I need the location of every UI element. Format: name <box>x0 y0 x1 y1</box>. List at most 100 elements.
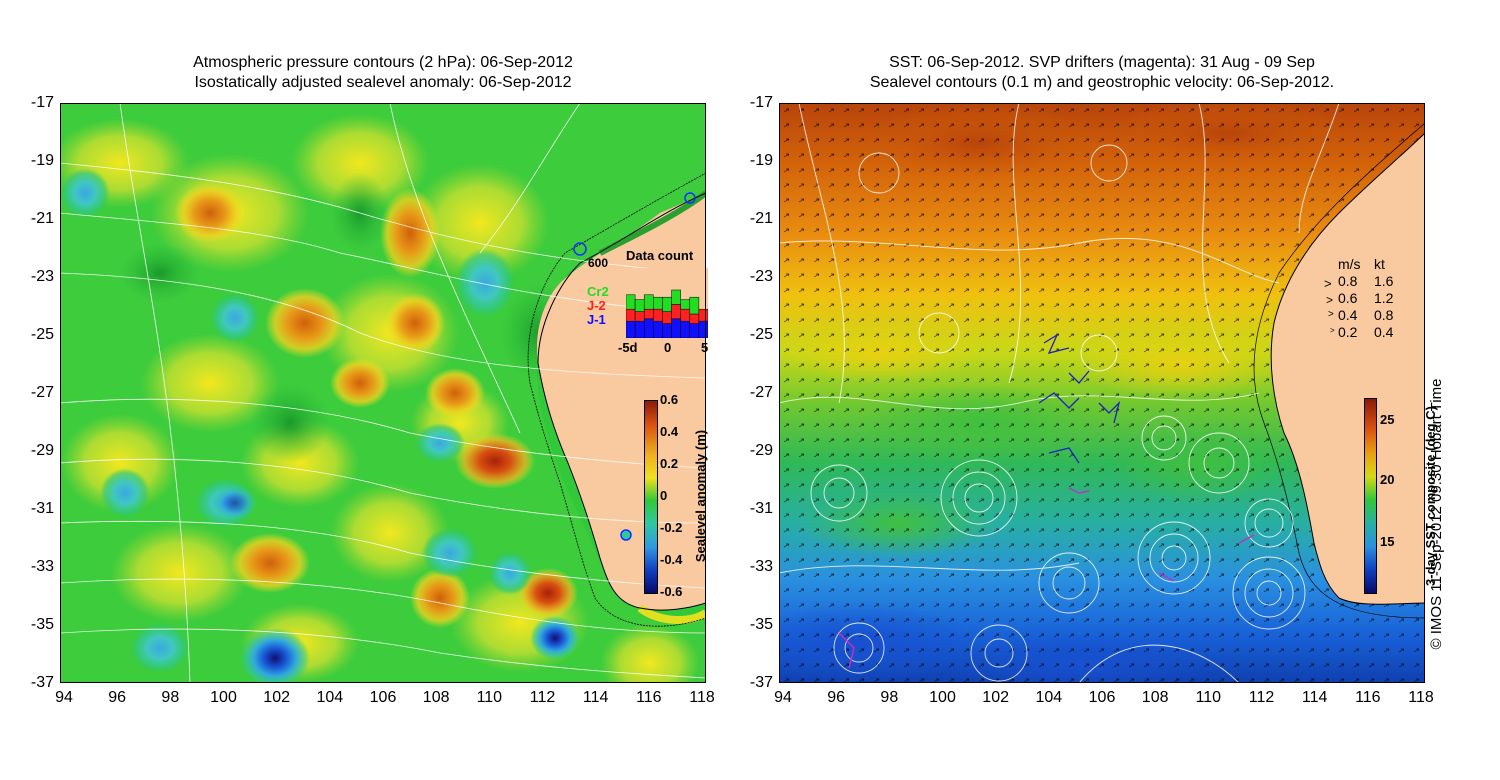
data-count-xtick-5: 5 <box>701 340 709 355</box>
right-lon-tick: 104 <box>1035 689 1063 706</box>
count-bar-j1 <box>680 320 691 338</box>
left-lat-tick: -33 <box>30 558 54 575</box>
left-lat-tick: -37 <box>30 674 54 691</box>
count-bar-j2 <box>680 308 691 322</box>
imos-credit: © IMOS 11-Sep-2012 09:30 Hobart Time <box>1428 378 1445 650</box>
data-count-legend-cr2: Cr2 <box>587 284 609 299</box>
sst-cbar-tick-25: 25 <box>1380 412 1395 427</box>
right-lon-tick: 116 <box>1355 689 1381 706</box>
left-lat-tick: -27 <box>30 384 54 401</box>
count-bar-j2 <box>662 311 672 324</box>
count-bar-cr2 <box>671 289 681 305</box>
right-sst-map <box>779 103 1425 683</box>
sl-cbar-tick-0.4: 0.4 <box>660 424 679 439</box>
count-bar-j2 <box>634 311 645 322</box>
right-lat-tick: -23 <box>749 268 773 285</box>
velocity-key: m/s kt > 0.8 1.6 > 0.6 1.2 > 0.4 0.8 > 0… <box>1324 256 1424 340</box>
velocity-key-arrow-0.4: > <box>1328 309 1334 320</box>
left-lon-tick: 112 <box>529 689 556 706</box>
count-bar-cr2 <box>634 299 645 312</box>
right-lat-tick: -31 <box>749 500 773 517</box>
right-lon-tick: 98 <box>880 689 899 706</box>
right-lat-tick: -29 <box>749 442 773 459</box>
left-lat-tick: -17 <box>30 94 54 111</box>
velocity-key-ms-0.8: 0.8 <box>1338 273 1358 289</box>
left-lat-tick: -19 <box>30 152 54 169</box>
right-lat-tick: -19 <box>749 152 773 169</box>
count-bar-cr2 <box>680 299 691 310</box>
right-title-line2: Sealevel contours (0.1 m) and geostrophi… <box>869 74 1335 91</box>
right-lon-tick: 118 <box>1408 689 1434 706</box>
left-lon-tick: 116 <box>636 689 662 706</box>
left-lon-tick: 106 <box>369 689 397 706</box>
depth-contour-label: 600 <box>588 256 609 270</box>
velocity-key-arrow-0.6: > <box>1326 293 1334 307</box>
count-bar-cr2 <box>689 296 700 315</box>
count-bar-j1 <box>698 320 708 338</box>
right-lat-tick: -17 <box>749 94 773 111</box>
count-bar-j2 <box>698 308 708 322</box>
sst-cbar-tick-20: 20 <box>1380 472 1395 487</box>
velocity-key-kt-0.4: 0.4 <box>1374 324 1394 340</box>
left-lat-tick: -31 <box>30 500 54 517</box>
data-count-title: Data count <box>626 248 694 263</box>
left-lon-tick: 102 <box>263 689 290 706</box>
count-bar-cr2 <box>653 296 663 310</box>
count-bar-j2 <box>671 304 681 320</box>
right-lon-tick: 96 <box>827 689 846 706</box>
velocity-key-ms-0.2: 0.2 <box>1338 324 1358 340</box>
left-lat-tick: -25 <box>30 326 54 343</box>
left-lon-tick: 108 <box>422 689 450 706</box>
right-lon-tick: 110 <box>1195 689 1222 706</box>
data-count-legend-j1: J-1 <box>587 312 606 327</box>
count-bar-cr2 <box>643 294 654 310</box>
right-lon-tick: 94 <box>774 689 792 706</box>
sst-cbar-tick-15: 15 <box>1380 534 1395 549</box>
sst-colorbar <box>1364 398 1377 594</box>
data-count-inset: Data count <box>622 248 708 348</box>
left-lon-tick: 118 <box>689 689 715 706</box>
left-lon-tick: 94 <box>55 689 73 706</box>
right-lat-tick: -25 <box>749 326 773 343</box>
right-lat-tick: -37 <box>749 674 773 691</box>
left-lon-tick: 98 <box>161 689 180 706</box>
left-lon-tick: 110 <box>476 689 503 706</box>
data-count-legend-j2: J-2 <box>587 298 606 313</box>
left-lat-tick: -23 <box>30 268 54 285</box>
count-bar-j1 <box>626 320 636 338</box>
count-bar-j1 <box>643 318 654 338</box>
sl-cbar-tick-0.2: 0.2 <box>660 456 679 471</box>
velocity-key-ms-0.6: 0.6 <box>1338 290 1358 306</box>
count-bar-cr2 <box>626 294 636 310</box>
count-bar-j2 <box>626 308 636 322</box>
sl-cbar-tick-0.6: 0.6 <box>660 392 679 407</box>
count-bar-j1 <box>671 318 681 338</box>
sealevel-colorbar-label: Sealevel anomaly (m) <box>693 429 708 563</box>
right-lon-tick: 106 <box>1088 689 1116 706</box>
count-bar-j1 <box>653 320 663 338</box>
left-lon-tick: 114 <box>582 689 609 706</box>
right-lat-tick: -21 <box>749 210 773 227</box>
count-bar-cr2 <box>662 296 672 312</box>
count-bar-j1 <box>662 323 672 338</box>
sl-cbar-tick-0: 0 <box>660 488 668 503</box>
left-lon-tick: 100 <box>210 689 237 706</box>
count-bar-j2 <box>689 313 700 324</box>
velocity-key-arrow-0.8: > <box>1324 276 1332 291</box>
velocity-key-header-ms: m/s <box>1338 256 1361 272</box>
velocity-key-kt-0.8: 0.8 <box>1374 307 1394 323</box>
right-lon-tick: 112 <box>1248 689 1275 706</box>
right-lat-tick: -27 <box>749 384 773 401</box>
data-count-bars <box>626 268 708 338</box>
count-bar-j1 <box>689 323 700 338</box>
sl-cbar-tick-minus0.4: -0.4 <box>660 552 683 567</box>
sealevel-colorbar <box>644 400 658 594</box>
count-bar-j1 <box>634 320 645 338</box>
sl-cbar-tick-minus0.2: -0.2 <box>660 520 683 535</box>
left-lon-tick: 96 <box>108 689 127 706</box>
right-lon-tick: 108 <box>1141 689 1169 706</box>
velocity-key-arrow-0.2: > <box>1330 326 1335 335</box>
left-lat-tick: -35 <box>30 616 54 633</box>
right-lat-tick: -33 <box>749 558 773 575</box>
left-title-line1: Atmospheric pressure contours (2 hPa): 0… <box>193 54 573 71</box>
